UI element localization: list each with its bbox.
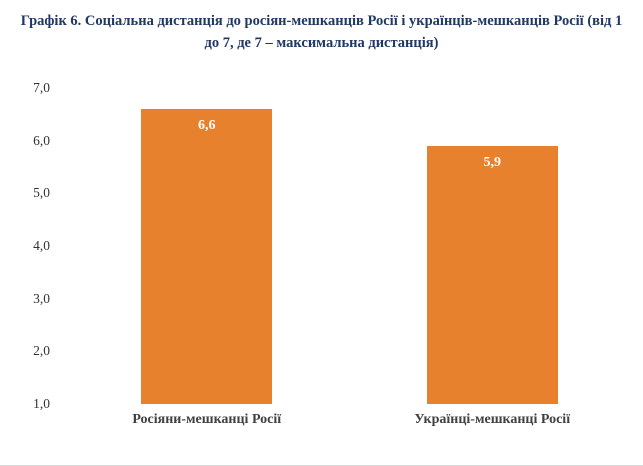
bar-ukraintsi: 5,9	[426, 145, 558, 404]
x-axis-labels: Росіяни-мешканці Росії Українці-мешканці…	[64, 412, 635, 428]
y-tick-label: 2,0	[33, 343, 50, 359]
y-axis: 7,0 6,0 5,0 4,0 3,0 2,0 1,0	[14, 80, 52, 411]
chart-title: Графік 6. Соціальна дистанція до росіян-…	[20, 13, 623, 52]
y-tick-label: 1,0	[33, 396, 50, 411]
y-tick-label: 5,0	[33, 185, 50, 201]
bar-group-ukraintsi: 5,9	[350, 88, 636, 404]
bar-rosiany: 6,6	[141, 109, 273, 404]
x-category-label-rosiany: Росіяни-мешканці Росії	[132, 412, 282, 427]
bar-group-rosiany: 6,6	[64, 88, 350, 404]
y-tick-label: 3,0	[33, 290, 50, 306]
y-tick-label: 4,0	[33, 238, 50, 253]
y-tick-label: 6,0	[33, 132, 50, 148]
x-category-label-ukraintsi: Українці-мешканці Росії	[414, 412, 571, 427]
chart-area: 7,0 6,0 5,0 4,0 3,0 2,0 1,0 6,6 5,9 Росіяни-ме…	[14, 80, 635, 448]
bar-value-label: 5,9	[483, 154, 502, 170]
plot-area: 6,6 5,9	[64, 88, 635, 404]
y-tick-label: 7,0	[33, 80, 50, 95]
bar-value-label: 6,6	[198, 118, 216, 134]
